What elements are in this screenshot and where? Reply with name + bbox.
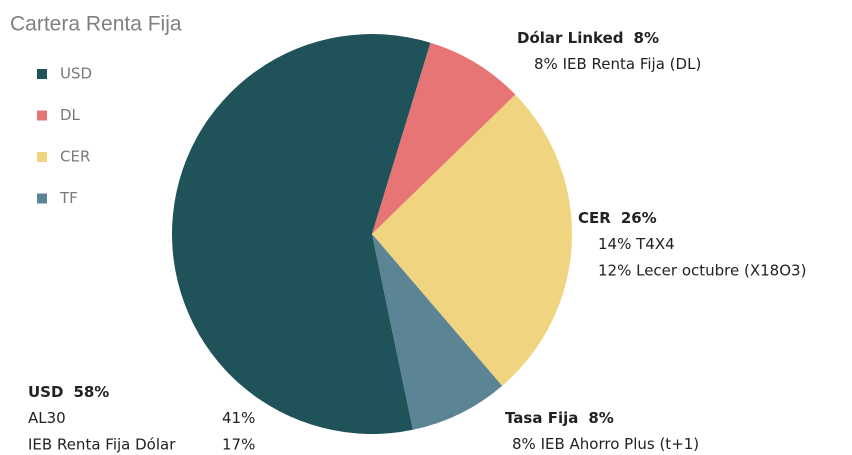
pie-slice (372, 234, 503, 430)
slice-label: USD 58% (28, 383, 109, 401)
legend-swatch (37, 69, 47, 79)
slice-label: CER 26% (578, 209, 657, 227)
detail-line: 8% IEB Ahorro Plus (t+1) (512, 435, 699, 453)
chart-title: Cartera Renta Fija (10, 13, 182, 36)
slice-name: CER (578, 209, 611, 227)
slice-label: Tasa Fija 8% (505, 409, 614, 427)
detail-value: 17% (222, 436, 255, 454)
slice-label: Dólar Linked 8% (517, 29, 659, 47)
detail-line: 8% IEB Renta Fija (DL) (534, 55, 701, 73)
slice-name: Dólar Linked (517, 29, 624, 47)
slice-name: Tasa Fija (505, 409, 578, 427)
pie-slice (372, 42, 516, 235)
legend-label: CER (60, 148, 90, 166)
detail-name: AL30 (28, 409, 66, 427)
slice-value: 26% (621, 209, 657, 227)
legend-swatch (37, 152, 47, 162)
legend-label: USD (60, 65, 92, 83)
slice-value: 8% (588, 409, 613, 427)
detail-line: 14% T4X4 (598, 235, 675, 253)
legend-swatch (37, 193, 47, 204)
legend-swatch (37, 110, 47, 121)
detail-value: 41% (222, 409, 255, 427)
legend-label: TF (59, 189, 78, 207)
slice-name: USD (28, 383, 63, 401)
slice-value: 58% (73, 383, 109, 401)
detail-line: 12% Lecer octubre (X18O3) (598, 262, 806, 280)
detail-name: IEB Renta Fija Dólar (28, 436, 176, 454)
slice-value: 8% (634, 29, 659, 47)
legend-label: DL (60, 106, 81, 124)
pie-slice (171, 33, 431, 434)
pie-slice (372, 94, 572, 386)
